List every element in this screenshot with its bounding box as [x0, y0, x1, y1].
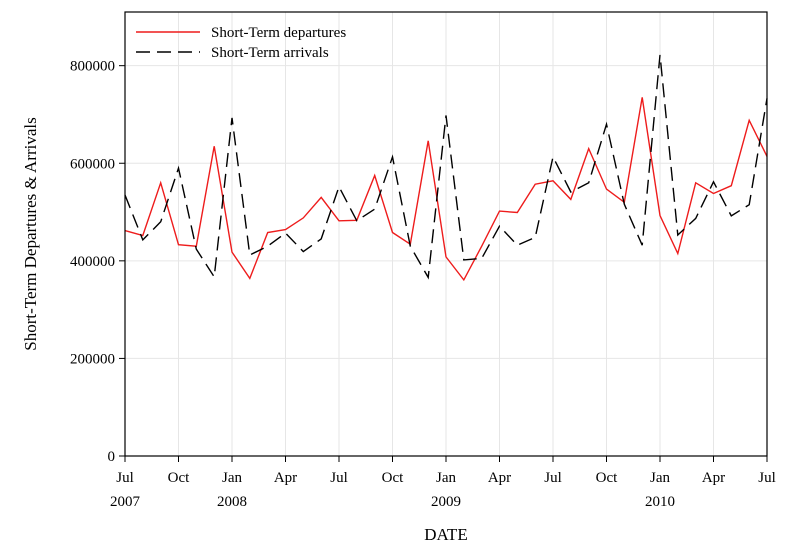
- x-tick-label: Jul: [544, 470, 562, 486]
- x-tick-year-label: 2007: [110, 494, 141, 510]
- y-tick-label: 600000: [70, 156, 115, 172]
- x-tick-label: Jan: [222, 470, 242, 486]
- y-tick-label: 400000: [70, 254, 115, 270]
- series-line-2: [124, 54, 768, 280]
- x-tick-label: Apr: [274, 470, 297, 486]
- x-tick-year-label: 2009: [431, 494, 461, 510]
- x-tick-label: Jan: [650, 470, 670, 486]
- x-tick-label: Oct: [168, 470, 190, 486]
- legend-label-2: Short-Term arrivals: [211, 45, 329, 61]
- x-tick-label: Oct: [382, 470, 404, 486]
- y-tick-label: 200000: [70, 351, 115, 367]
- x-axis-title: DATE: [424, 525, 467, 544]
- x-tick-label: Jan: [436, 470, 456, 486]
- y-axis: 0 200000 400000 600000 800000: [70, 59, 125, 465]
- y-tick-label: 800000: [70, 59, 115, 75]
- x-tick-label: Jul: [116, 470, 134, 486]
- x-tick-label: Jul: [330, 470, 348, 486]
- x-tick-label: Oct: [596, 470, 618, 486]
- x-axis: Jul 2007 Oct Jan 2008 Apr Jul Oct Jan 2009 Apr Jul O…: [110, 456, 776, 510]
- y-tick-label: 0: [108, 449, 116, 465]
- x-tick-year-label: 2010: [645, 494, 675, 510]
- legend: Short-Term departures Short-Term arrivals: [136, 25, 346, 61]
- legend-label-1: Short-Term departures: [211, 25, 346, 41]
- series-line-1: [124, 97, 768, 282]
- x-tick-label: Apr: [702, 470, 725, 486]
- x-tick-label: Apr: [488, 470, 511, 486]
- grid: [124, 12, 768, 457]
- y-axis-title: Short-Term Departures & Arrivals: [21, 117, 40, 350]
- x-tick-label: Jul: [758, 470, 776, 486]
- x-tick-year-label: 2008: [217, 494, 247, 510]
- series-lines: [124, 54, 768, 282]
